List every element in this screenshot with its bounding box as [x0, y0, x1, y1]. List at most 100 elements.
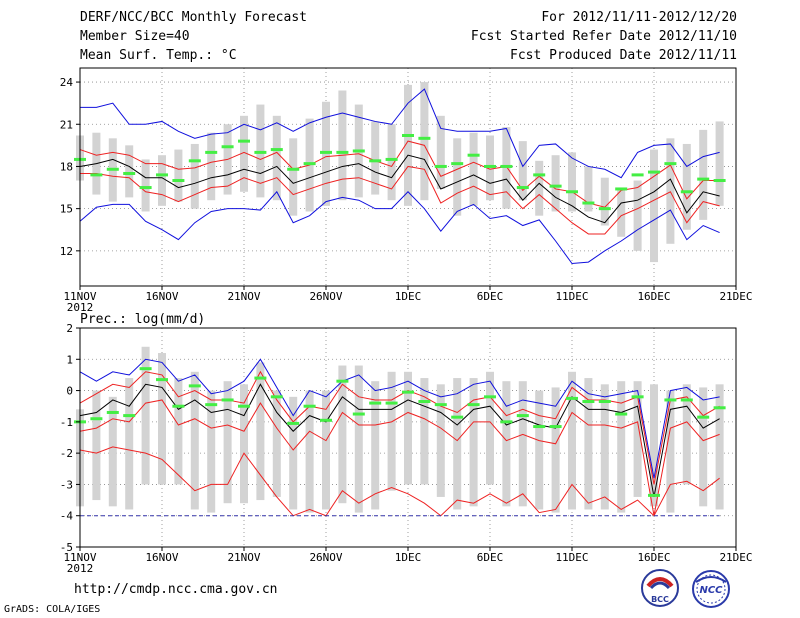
series-mean-minus-spread — [79, 399, 720, 516]
ensemble-box — [518, 381, 527, 507]
ncc-logo-text: NCC — [699, 585, 723, 596]
ensemble-box — [404, 84, 412, 206]
ensemble-box — [125, 145, 134, 198]
x-tick-label: 16NOV — [145, 551, 178, 564]
ensemble-box — [305, 390, 314, 513]
y-tick-label: -2 — [60, 447, 73, 460]
ensemble-box — [518, 141, 527, 201]
ensemble-box — [354, 365, 363, 513]
fcst-started-label: Fcst Started Refer Date 2012/11/10 — [470, 29, 737, 44]
y-tick-label: -3 — [60, 478, 73, 491]
y-tick-label: -1 — [60, 416, 73, 429]
ensemble-box — [617, 188, 626, 237]
ensemble-box — [420, 378, 429, 485]
series-ensemble-mean — [79, 154, 720, 224]
chart-panel-2: Prec.: log(mm/d) -5 -4 -3 -2 -1 0 1 2 11NOV 16NOV 2… — [60, 312, 753, 575]
ensemble-box — [666, 138, 675, 244]
ensemble-box — [682, 384, 691, 485]
series-ensemble-max — [80, 88, 720, 179]
bcc-logo: BCC — [641, 569, 679, 607]
precip-variable-label: Prec.: log(mm/d) — [80, 312, 205, 327]
y-tick-label: 24 — [60, 76, 74, 89]
chart-panel-1: 12 15 18 21 24 11NOV 16NOV 21NOV 26NOV 1DEC 6DEC 11… — [60, 67, 753, 314]
ensemble-box — [420, 82, 429, 201]
x-tick-label: 11NOV — [63, 551, 96, 564]
ensemble-box — [502, 381, 511, 507]
ensemble-box — [387, 371, 396, 491]
ensemble-box — [584, 378, 593, 510]
source-url[interactable]: http://cmdp.ncc.cma.gov.cn — [74, 582, 278, 597]
ensemble-box — [223, 381, 232, 504]
ensemble-box — [633, 381, 642, 497]
ensemble-box — [371, 121, 380, 195]
x-tick-label: 21NOV — [227, 551, 260, 564]
series-mean-plus-spread — [79, 370, 720, 485]
ensemble-box — [486, 371, 494, 485]
fcst-produced-label: Fcst Produced Date 2012/11/11 — [510, 48, 737, 63]
series-mean-minus-spread — [80, 165, 720, 235]
x-year-label: 2012 — [67, 562, 94, 575]
ensemble-box — [207, 132, 216, 201]
x-tick-label: 16DEC — [637, 551, 670, 564]
ensemble-box — [535, 160, 544, 216]
ensemble-box — [568, 371, 576, 510]
x-tick-label: 26NOV — [309, 551, 342, 564]
ensemble-box — [617, 381, 626, 513]
x-tick-label: 6DEC — [477, 290, 504, 303]
x-tick-label: 1DEC — [395, 290, 422, 303]
x-year-label: 2012 — [67, 301, 94, 314]
ensemble-box — [240, 384, 248, 504]
series-ensemble-min — [79, 190, 720, 265]
y-tick-label: 2 — [66, 322, 73, 335]
ensemble-box — [190, 143, 199, 209]
forecast-period-label: For 2012/11/11-2012/12/20 — [541, 10, 737, 25]
ensemble-box — [699, 387, 708, 507]
y-tick-label: 15 — [60, 203, 73, 216]
ensemble-box — [453, 138, 462, 216]
x-tick-label: 11DEC — [555, 551, 588, 564]
ensemble-box — [682, 143, 691, 230]
ensemble-box — [108, 396, 117, 507]
y-tick-label: 0 — [66, 385, 73, 398]
ensemble-box — [272, 390, 281, 497]
grads-credit: GrADS: COLA/IGES — [4, 604, 101, 615]
ensemble-box — [256, 362, 265, 501]
ensemble-box — [600, 177, 609, 226]
x-tick-label: 11NOV — [63, 290, 96, 303]
ensemble-box — [650, 384, 658, 507]
x-tick-label: 21NOV — [227, 290, 260, 303]
ensemble-box — [469, 378, 478, 507]
ensemble-box — [174, 149, 183, 202]
ensemble-box — [125, 378, 134, 510]
ensemble-box — [436, 115, 445, 189]
x-tick-label: 1DEC — [395, 551, 422, 564]
bcc-logo-text: BCC — [651, 595, 669, 604]
ensemble-box — [158, 155, 166, 206]
ensemble-box — [650, 149, 658, 263]
ensemble-box — [158, 353, 166, 485]
series-mean-plus-spread — [79, 140, 720, 208]
ensemble-box — [551, 387, 560, 513]
x-tick-label: 26NOV — [309, 290, 342, 303]
ensemble-box — [207, 390, 216, 513]
chart-title: DERF/NCC/BCC Monthly Forecast — [80, 10, 307, 25]
ensemble-box — [141, 159, 150, 212]
ensemble-box — [568, 152, 576, 212]
ensemble-box — [272, 115, 281, 201]
ensemble-box — [240, 115, 248, 192]
ensemble-box — [289, 138, 298, 216]
ensemble-box — [371, 381, 380, 510]
ensemble-box — [535, 390, 544, 510]
ensemble-box — [141, 346, 150, 485]
y-tick-label: -5 — [60, 541, 73, 554]
ensemble-box — [436, 384, 445, 497]
x-tick-label: 21DEC — [719, 551, 752, 564]
ensemble-box — [92, 390, 101, 501]
series-ensemble-min — [79, 446, 720, 517]
ensemble-box — [404, 371, 412, 485]
member-size-label: Member Size=40 — [80, 29, 190, 44]
x-tick-label: 6DEC — [477, 551, 504, 564]
series-ensemble-mean — [79, 383, 720, 498]
ensemble-box — [289, 396, 298, 510]
